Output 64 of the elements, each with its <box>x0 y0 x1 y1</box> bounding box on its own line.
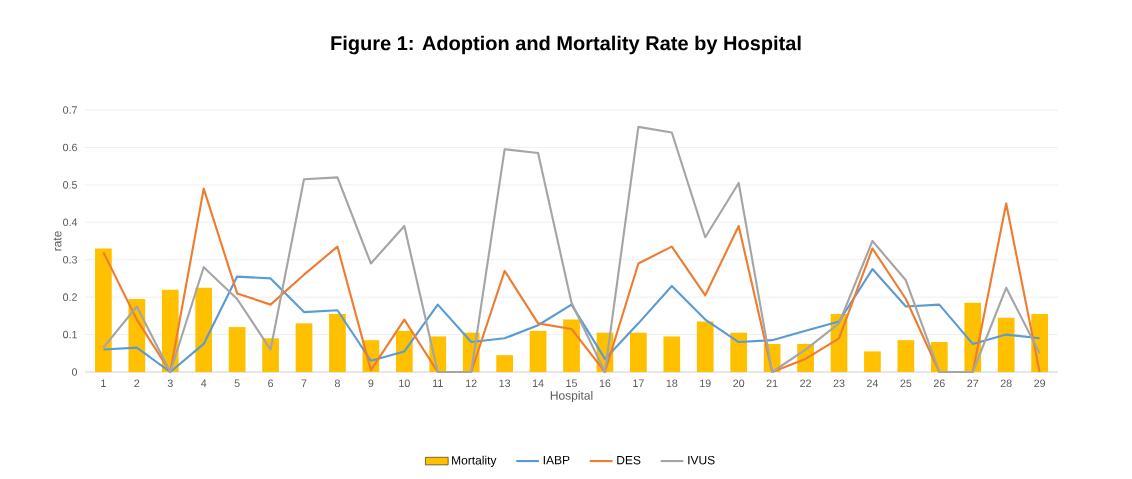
x-tick-label: 14 <box>532 379 544 387</box>
x-tick-label: 24 <box>867 379 879 387</box>
y-axis-title: rate <box>53 231 62 251</box>
bar <box>228 327 246 372</box>
x-tick-label: 29 <box>1034 379 1046 388</box>
bar <box>195 287 213 372</box>
x-tick-label: 7 <box>301 379 307 387</box>
x-tick-label: 12 <box>466 379 477 387</box>
bar <box>563 319 580 372</box>
y-tick-label: 0 <box>71 368 78 376</box>
legend-label: IVUS <box>688 455 715 465</box>
x-tick-label: 9 <box>368 379 374 388</box>
x-tick-label: 5 <box>234 379 240 387</box>
x-tick-label: 26 <box>933 379 945 388</box>
bar <box>496 355 513 372</box>
x-tick-label: 15 <box>566 379 577 387</box>
x-tick-label: 11 <box>433 379 443 387</box>
x-tick-label: 20 <box>733 379 745 388</box>
legend-label: IABP <box>543 455 570 465</box>
bar <box>395 330 413 372</box>
legend-label: Mortality <box>452 455 497 467</box>
y-tick-label: 0.3 <box>63 255 77 264</box>
y-tick-label: 0.5 <box>63 181 77 189</box>
x-tick-label: 17 <box>633 379 644 387</box>
x-tick-label: 13 <box>499 379 511 388</box>
x-tick-label: 1 <box>101 379 106 387</box>
x-tick-label: 6 <box>268 379 274 388</box>
bar <box>95 248 112 372</box>
y-tick-label: 0.4 <box>63 218 78 227</box>
bar <box>630 332 647 372</box>
bar <box>663 336 681 372</box>
legend-label: DES <box>617 455 641 465</box>
x-axis-title: Hospital <box>550 390 593 403</box>
y-tick-label: 0.6 <box>63 143 77 152</box>
x-tick-label: 22 <box>800 379 811 387</box>
bar <box>295 323 313 372</box>
y-tick-label: 0.1 <box>63 330 77 339</box>
x-tick-label: 28 <box>1000 379 1012 388</box>
bar <box>529 330 547 372</box>
x-tick-label: 27 <box>967 379 979 387</box>
x-tick-label: 4 <box>200 379 207 387</box>
bar <box>262 338 279 372</box>
bar <box>997 317 1015 372</box>
bar <box>730 332 748 372</box>
bar <box>897 340 915 372</box>
x-tick-label: 2 <box>134 379 140 387</box>
x-tick-label: 21 <box>766 379 778 387</box>
line-series <box>102 125 1041 374</box>
x-tick-label: 25 <box>900 379 912 388</box>
line-series <box>102 187 1041 374</box>
x-tick-label: 18 <box>666 379 678 388</box>
x-tick-label: 19 <box>700 379 711 388</box>
bar <box>864 351 881 372</box>
line-series <box>102 268 1041 374</box>
bar <box>329 313 346 372</box>
y-tick-label: 0.7 <box>63 106 77 114</box>
x-tick-label: 3 <box>167 379 173 388</box>
x-tick-label: 16 <box>599 379 611 388</box>
x-tick-label: 8 <box>334 379 340 388</box>
x-tick-label: 10 <box>399 379 410 388</box>
chart-title: Figure 1: Adoption and Mortality Rate by Hospital <box>331 35 801 55</box>
y-tick-label: 0.2 <box>63 293 77 301</box>
bar <box>696 321 714 372</box>
x-tick-label: 23 <box>833 379 845 388</box>
